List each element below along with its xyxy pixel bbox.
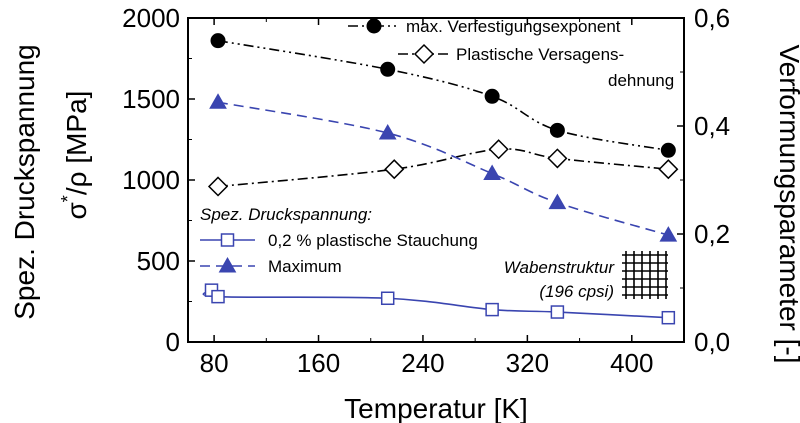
data-point (380, 61, 396, 77)
legend-group-title: Spez. Druckspannung: (200, 205, 372, 224)
y-left-tick-label: 2000 (122, 3, 180, 33)
data-point (211, 289, 225, 304)
data-point (658, 159, 679, 180)
series-line (217, 101, 669, 236)
x-tick-label: 240 (401, 348, 444, 378)
legend-marker (413, 43, 435, 65)
data-point (488, 139, 509, 160)
legend-label: max. Verfestigungsexponent (406, 17, 621, 36)
series-3 (209, 93, 678, 242)
series-0 (210, 33, 676, 158)
series-1 (207, 139, 679, 197)
x-axis-label: Temperatur [K] (344, 393, 528, 423)
data-point (209, 93, 227, 109)
data-point (485, 302, 499, 317)
legend-marker (218, 256, 237, 273)
x-tick-label: 80 (200, 348, 229, 378)
data-point (378, 124, 397, 140)
x-tick-label: 400 (610, 348, 653, 378)
legend-marker (366, 18, 382, 34)
series-2 (202, 283, 676, 325)
x-tick-label: 160 (297, 348, 340, 378)
y-left-tick-label: 0 (166, 327, 180, 357)
data-point (207, 176, 229, 197)
legend-label: 0,2 % plastische Stauchung (268, 231, 478, 250)
data-point (548, 193, 567, 210)
legend-label: Maximum (268, 257, 342, 276)
inset-label: (196 cpsi) (539, 282, 614, 301)
data-point (661, 310, 676, 325)
data-point (549, 122, 565, 138)
data-point (547, 148, 568, 169)
y-left-tick-label: 500 (137, 246, 180, 276)
inset-label: Wabenstruktur (504, 258, 616, 277)
legend-label: dehnung (608, 71, 674, 90)
data-point (483, 164, 501, 181)
y-right-tick-label: 0,6 (694, 3, 730, 33)
legend-marker (220, 233, 235, 247)
data-point (210, 33, 226, 49)
y-right-tick-label: 0,4 (694, 111, 730, 141)
y-left-axis-symbol-label: σ*/ρ [MPa] (58, 91, 92, 220)
y-right-axis-label: Verformungsparameter [-] (774, 44, 800, 363)
data-point (380, 291, 395, 306)
x-tick-label: 320 (506, 348, 549, 378)
grid-icon (622, 251, 668, 299)
data-point (384, 159, 405, 180)
y-left-tick-label: 1000 (122, 165, 180, 195)
series-line (217, 148, 669, 188)
y-right-tick-label: 0,2 (694, 219, 730, 249)
data-point (659, 226, 678, 242)
series-line (217, 39, 669, 152)
data-point (484, 88, 500, 104)
data-point (550, 305, 565, 319)
y-left-axis-label: Spez. Druckspannung (9, 44, 40, 320)
y-left-tick-label: 1500 (122, 84, 180, 114)
legend-label: Plastische Versagens- (456, 45, 624, 64)
data-point (660, 142, 676, 158)
y-right-tick-label: 0,0 (694, 327, 730, 357)
